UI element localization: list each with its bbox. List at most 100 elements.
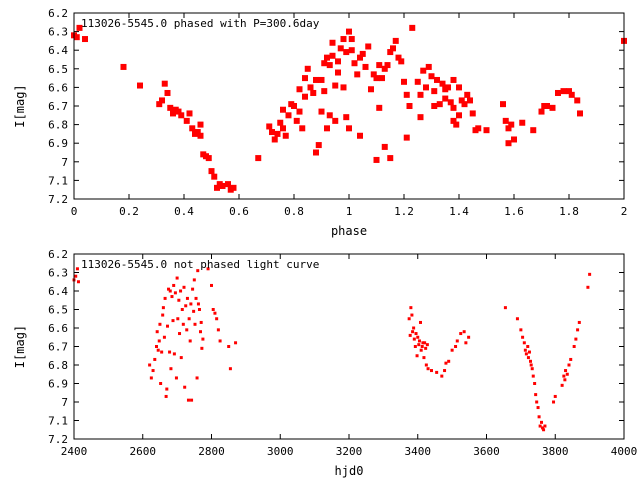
unphased-y-tick-label: 6.3 <box>48 267 68 280</box>
unphased-data-point <box>412 337 416 341</box>
phased-data-point <box>291 103 297 109</box>
phased-data-point <box>436 101 443 108</box>
phased-data-point <box>456 112 462 119</box>
phased-data-point <box>409 24 416 31</box>
phased-data-point <box>354 71 361 78</box>
unphased-points <box>72 267 592 432</box>
unphased-data-point <box>408 333 412 337</box>
unphased-data-point <box>415 354 419 358</box>
phased-data-point <box>566 88 572 95</box>
phased-data-point <box>340 36 347 43</box>
unphased-data-point <box>199 320 203 324</box>
phased-data-point <box>197 121 204 128</box>
phased-data-point <box>329 52 336 59</box>
phased-data-point <box>574 97 581 104</box>
phased-y-tick-label: 6.4 <box>48 44 68 57</box>
phased-data-point <box>183 117 190 124</box>
unphased-data-point <box>459 332 463 336</box>
unphased-data-point <box>417 343 421 347</box>
unphased-y-tick-label: 7 <box>61 396 68 409</box>
unphased-data-point <box>179 356 183 360</box>
phased-data-point <box>313 76 319 83</box>
phased-data-point <box>296 108 303 115</box>
unphased-data-point <box>227 345 231 348</box>
phased-data-point <box>326 62 333 69</box>
unphased-data-point <box>206 267 210 271</box>
unphased-data-point <box>563 378 567 382</box>
unphased-plot-frame <box>73 253 625 440</box>
phased-data-point <box>423 84 429 91</box>
unphased-data-point <box>572 345 576 348</box>
phased-data-point <box>445 84 451 91</box>
unphased-data-point <box>175 276 179 280</box>
unphased-x-tick-label: 2400 <box>61 445 88 458</box>
unphased-data-point <box>195 376 199 380</box>
unphased-data-point <box>187 317 191 321</box>
phased-data-point <box>282 132 289 139</box>
unphased-x-tick-label: 3000 <box>267 445 294 458</box>
unphased-data-point <box>567 363 571 367</box>
unphased-data-point <box>419 348 423 352</box>
phased-data-point <box>508 121 515 128</box>
unphased-data-point <box>157 339 161 343</box>
unphased-data-point <box>159 382 163 385</box>
unphased-y-tick-label: 6.8 <box>48 359 68 372</box>
phased-data-point <box>483 127 490 134</box>
unphased-data-point <box>148 363 152 367</box>
phased-data-point <box>475 125 482 132</box>
unphased-data-point <box>526 345 530 348</box>
phased-y-ticks: 6.2 6.3 6.4 6.5 6.6 6.7 6.8 6.9 7 7.1 7.2 <box>48 7 624 206</box>
phased-data-point <box>302 75 308 82</box>
phased-x-tick-label: 0.8 <box>284 205 304 218</box>
phased-data-point <box>318 76 325 83</box>
phased-data-point <box>467 97 473 104</box>
phased-x-tick-label: 1.2 <box>394 205 414 218</box>
phased-data-point <box>502 117 509 124</box>
phased-data-point <box>406 103 413 109</box>
phased-data-point <box>324 125 330 132</box>
phased-data-point <box>511 136 517 143</box>
unphased-data-point <box>170 295 174 299</box>
phased-data-point <box>381 65 388 72</box>
unphased-data-point <box>529 363 533 367</box>
unphased-data-point <box>164 394 168 398</box>
unphased-data-point <box>540 420 543 424</box>
phased-data-point <box>307 84 314 91</box>
unphased-data-point <box>167 287 171 291</box>
unphased-data-point <box>213 311 217 315</box>
unphased-data-point <box>166 324 169 328</box>
phased-data-point <box>555 89 561 96</box>
unphased-data-point <box>211 308 215 311</box>
unphased-data-point <box>447 359 451 363</box>
phased-data-point <box>332 82 339 89</box>
phased-data-point <box>167 104 174 111</box>
unphased-data-point <box>156 348 160 352</box>
unphased-data-point <box>523 348 527 352</box>
phased-data-point <box>186 110 193 117</box>
phased-data-point <box>197 132 204 139</box>
phased-data-point <box>189 125 196 132</box>
unphased-data-point <box>196 269 200 273</box>
phased-data-point <box>255 155 262 162</box>
phased-light-curve-panel: 0 0.2 0.4 0.6 0.8 1 1.2 1.4 1.6 1.8 2 6.2 6.3 6.4 6.5… <box>13 7 627 238</box>
phased-data-point <box>560 88 567 95</box>
phased-data-point <box>280 125 286 132</box>
phased-data-point <box>225 181 231 188</box>
unphased-data-point <box>527 350 531 354</box>
phased-data-point <box>318 108 325 115</box>
phased-data-point <box>321 60 328 67</box>
phased-data-point <box>230 184 237 191</box>
phased-data-point <box>313 149 319 156</box>
unphased-data-point <box>425 343 429 347</box>
phased-data-point <box>390 45 396 52</box>
unphased-data-point <box>426 367 430 371</box>
unphased-data-point <box>155 345 158 348</box>
phased-data-point <box>274 130 281 137</box>
phased-data-point <box>434 76 440 83</box>
phased-data-point <box>310 89 317 96</box>
phased-data-point <box>395 54 402 61</box>
phased-data-point <box>428 73 435 80</box>
unphased-y-tick-label: 6.6 <box>48 322 68 335</box>
